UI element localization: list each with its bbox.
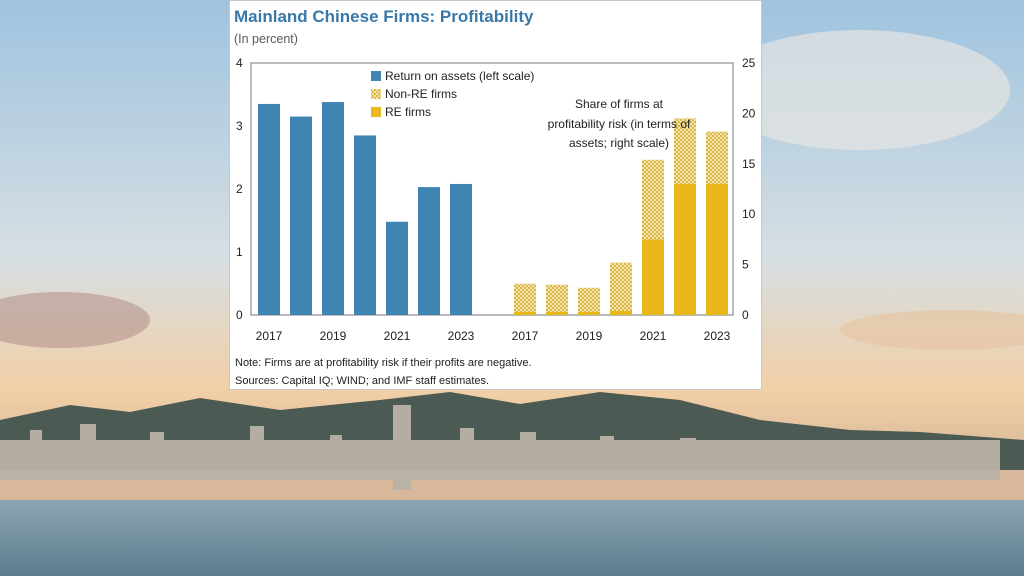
chart-panel: 0 1 2 3 4 0 5 10 15 20 25 2017 2019 2021 2023 2017 201…: [229, 0, 762, 390]
roa-bar: [450, 183, 472, 315]
left-ytick-label: 2: [236, 182, 243, 196]
xtick-label: 2021: [640, 329, 667, 343]
xtick-label: 2023: [448, 329, 475, 343]
re-firms-bar: [610, 310, 632, 315]
annotation-line-3: assets; right scale): [569, 136, 669, 150]
right-ytick-label: 10: [742, 207, 756, 221]
xtick-label: 2021: [384, 329, 411, 343]
legend-label-re: RE firms: [385, 105, 431, 119]
re-firms-bar: [578, 311, 600, 315]
annotation-line-2: profitability risk (in terms of: [548, 117, 691, 131]
roa-bar: [322, 102, 344, 315]
right-ytick-label: 5: [742, 258, 749, 272]
left-ytick-label: 3: [236, 119, 243, 133]
legend: Return on assets (left scale) Non-RE fir…: [371, 69, 534, 119]
non-re-firms-bar: [706, 131, 728, 184]
xtick-label: 2023: [704, 329, 731, 343]
non-re-firms-bar: [642, 159, 664, 240]
right-ytick-label: 0: [742, 308, 749, 322]
roa-bar: [290, 116, 312, 315]
annotation-line-1: Share of firms at: [575, 97, 664, 111]
plot-frame: [250, 62, 734, 316]
left-ytick-label: 1: [236, 245, 243, 259]
re-firms-bar: [514, 311, 536, 315]
profitability-chart: 0 1 2 3 4 0 5 10 15 20 25 2017 2019 2021 2023 2017 201…: [236, 56, 756, 343]
roa-bar: [354, 135, 376, 315]
chart-subtitle: (In percent): [234, 32, 298, 46]
non-re-firms-bar: [674, 118, 696, 184]
right-ytick-label: 15: [742, 157, 756, 171]
non-re-firms-bar: [578, 287, 600, 312]
right-ytick-label: 20: [742, 106, 756, 120]
legend-swatch-roa: [371, 71, 381, 81]
re-firms-bar: [642, 239, 664, 315]
chart-title: Mainland Chinese Firms: Profitability: [234, 7, 534, 26]
legend-label-nonre: Non-RE firms: [385, 87, 457, 101]
legend-swatch-nonre: [371, 89, 381, 99]
non-re-firms-bar: [514, 283, 536, 312]
roa-bar: [418, 187, 440, 315]
non-re-firms-bar: [546, 284, 568, 312]
legend-swatch-re: [371, 107, 381, 117]
xtick-label: 2019: [576, 329, 603, 343]
right-ytick-label: 25: [742, 56, 756, 70]
left-ytick-label: 0: [236, 308, 243, 322]
left-ytick-label: 4: [236, 56, 243, 70]
chart-note: Note: Firms are at profitability risk if…: [235, 357, 532, 369]
xtick-label: 2017: [512, 329, 539, 343]
roa-bar: [258, 103, 280, 315]
right-chart-annotation: Share of firms at profitability risk (in…: [548, 97, 691, 150]
re-firms-bar: [706, 183, 728, 315]
xtick-label: 2019: [320, 329, 347, 343]
re-firms-bar: [546, 311, 568, 315]
legend-label-roa: Return on assets (left scale): [385, 69, 534, 83]
chart-sources: Sources: Capital IQ; WIND; and IMF staff…: [235, 375, 490, 387]
re-firms-bar: [674, 183, 696, 315]
non-re-firms-bar: [610, 262, 632, 311]
roa-bar: [386, 221, 408, 315]
xtick-label: 2017: [256, 329, 283, 343]
